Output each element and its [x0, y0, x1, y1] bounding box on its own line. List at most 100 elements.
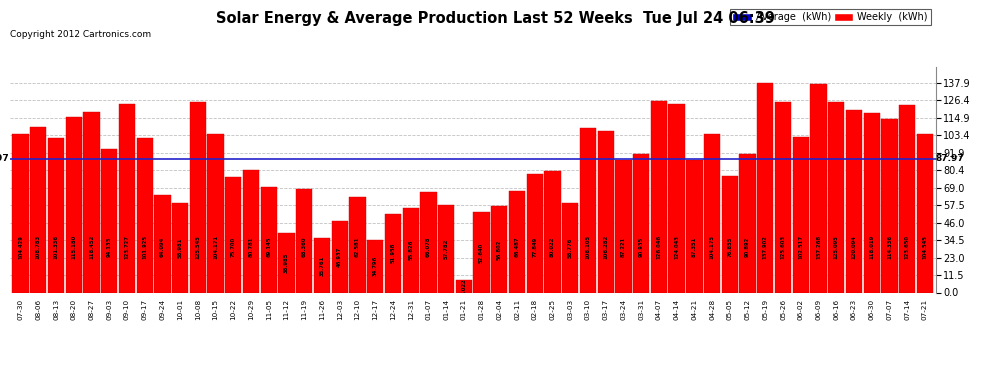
- Bar: [243, 170, 259, 292]
- Text: 75.700: 75.700: [231, 237, 236, 257]
- Text: 125.603: 125.603: [780, 235, 785, 259]
- Bar: [260, 188, 277, 292]
- Bar: [13, 134, 29, 292]
- Bar: [137, 138, 152, 292]
- Text: 68.360: 68.360: [302, 237, 307, 257]
- Text: 38.985: 38.985: [284, 253, 289, 273]
- Text: 57.782: 57.782: [444, 238, 448, 259]
- Text: Solar Energy & Average Production Last 52 Weeks  Tue Jul 24 06:39: Solar Energy & Average Production Last 5…: [216, 11, 774, 26]
- Bar: [438, 205, 454, 292]
- Bar: [633, 154, 649, 292]
- Legend: Average  (kWh), Weekly  (kWh): Average (kWh), Weekly (kWh): [730, 9, 931, 25]
- Bar: [544, 171, 560, 292]
- Text: 126.046: 126.046: [656, 235, 661, 259]
- Bar: [403, 208, 419, 292]
- Text: 102.517: 102.517: [798, 235, 803, 259]
- Bar: [190, 102, 206, 292]
- Text: 55.826: 55.826: [408, 240, 413, 260]
- Bar: [793, 136, 809, 292]
- Text: 137.268: 137.268: [816, 235, 821, 259]
- Text: 104.545: 104.545: [923, 235, 928, 259]
- Bar: [580, 128, 596, 292]
- Text: 69.145: 69.145: [266, 237, 271, 257]
- Bar: [598, 131, 614, 292]
- Text: 90.892: 90.892: [745, 237, 750, 257]
- Bar: [208, 134, 224, 292]
- Bar: [367, 240, 383, 292]
- Text: 106.282: 106.282: [603, 235, 608, 259]
- Bar: [722, 176, 738, 292]
- Bar: [562, 203, 578, 292]
- Text: 115.180: 115.180: [71, 235, 76, 259]
- Text: 77.849: 77.849: [533, 237, 538, 257]
- Bar: [509, 191, 526, 292]
- Text: 94.133: 94.133: [107, 237, 112, 257]
- Text: 66.078: 66.078: [426, 237, 431, 257]
- Text: 125.095: 125.095: [834, 235, 839, 259]
- Text: 62.581: 62.581: [355, 237, 360, 257]
- Text: 101.925: 101.925: [143, 235, 148, 259]
- Bar: [917, 134, 933, 292]
- Bar: [225, 177, 242, 292]
- Text: 108.783: 108.783: [36, 235, 41, 259]
- Text: 34.796: 34.796: [372, 256, 378, 276]
- Bar: [881, 118, 898, 292]
- Bar: [616, 160, 632, 292]
- Bar: [296, 189, 313, 292]
- Text: 87.351: 87.351: [692, 237, 697, 257]
- Bar: [65, 117, 82, 292]
- Bar: [863, 113, 880, 292]
- Text: 76.855: 76.855: [728, 237, 733, 257]
- Bar: [83, 112, 100, 292]
- Bar: [811, 84, 827, 292]
- Text: 80.022: 80.022: [550, 237, 555, 257]
- Bar: [757, 83, 773, 292]
- Text: 80.781: 80.781: [248, 237, 253, 257]
- Text: 58.981: 58.981: [177, 237, 182, 258]
- Text: 46.937: 46.937: [338, 247, 343, 267]
- Bar: [119, 104, 135, 292]
- Bar: [491, 206, 508, 292]
- Bar: [314, 238, 330, 292]
- Bar: [455, 280, 472, 292]
- Text: 66.487: 66.487: [515, 237, 520, 257]
- Text: 56.802: 56.802: [497, 239, 502, 260]
- Text: 51.958: 51.958: [390, 243, 395, 263]
- Bar: [828, 102, 844, 292]
- Text: 118.452: 118.452: [89, 235, 94, 259]
- Text: 58.776: 58.776: [567, 238, 573, 258]
- Text: 123.727: 123.727: [125, 235, 130, 259]
- Bar: [527, 174, 543, 292]
- Bar: [473, 213, 490, 292]
- Text: 101.336: 101.336: [53, 235, 58, 259]
- Bar: [30, 127, 47, 292]
- Bar: [668, 104, 685, 292]
- Text: 118.019: 118.019: [869, 235, 874, 259]
- Bar: [385, 213, 401, 292]
- Text: 87.97: 87.97: [936, 154, 964, 163]
- Text: 64.094: 64.094: [160, 237, 165, 257]
- Bar: [154, 195, 170, 292]
- Bar: [704, 134, 721, 292]
- Text: 114.336: 114.336: [887, 235, 892, 259]
- Text: 137.902: 137.902: [763, 235, 768, 259]
- Bar: [686, 160, 703, 292]
- Bar: [845, 110, 862, 292]
- Bar: [349, 197, 365, 292]
- Bar: [48, 138, 64, 292]
- Bar: [101, 149, 118, 292]
- Text: 124.043: 124.043: [674, 235, 679, 259]
- Text: 90.935: 90.935: [639, 237, 644, 257]
- Bar: [775, 102, 791, 292]
- Text: 104.429: 104.429: [18, 235, 23, 259]
- Bar: [899, 105, 916, 292]
- Bar: [172, 203, 188, 292]
- Text: 8.022: 8.022: [461, 278, 466, 295]
- Bar: [650, 101, 667, 292]
- Text: 52.640: 52.640: [479, 242, 484, 262]
- Bar: [278, 233, 295, 292]
- Text: Copyright 2012 Cartronics.com: Copyright 2012 Cartronics.com: [10, 30, 151, 39]
- Bar: [332, 221, 347, 292]
- Text: 125.545: 125.545: [195, 235, 200, 259]
- Text: 104.175: 104.175: [710, 235, 715, 259]
